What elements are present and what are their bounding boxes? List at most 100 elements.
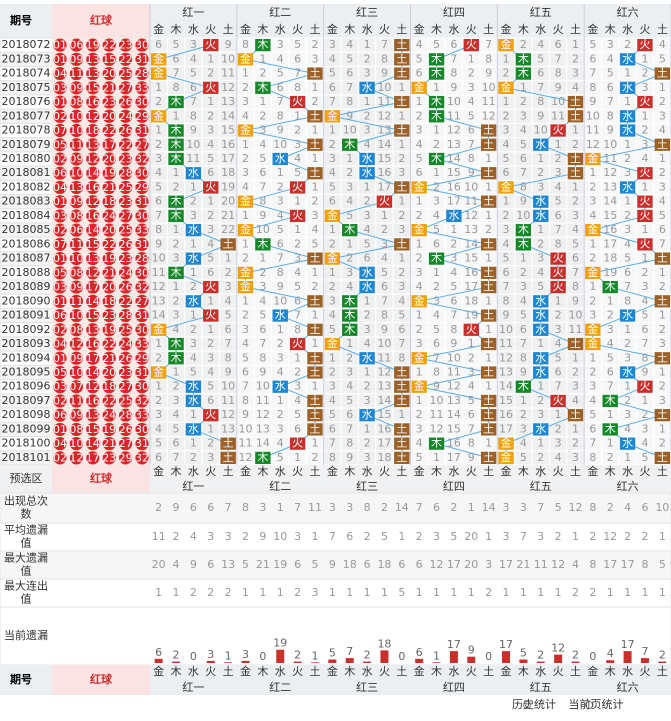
- hit-label: 火: [205, 309, 216, 322]
- omission: 1: [294, 223, 301, 236]
- omission: 2: [572, 195, 579, 208]
- omission: 4: [416, 138, 423, 151]
- omission: 3: [242, 323, 249, 336]
- red-ball-number: 13: [69, 181, 83, 194]
- element-label: 水: [535, 465, 546, 478]
- hit-label: 金: [501, 37, 512, 51]
- group-name: 红一: [182, 681, 204, 694]
- element-label: 水: [448, 665, 459, 678]
- stats-value: 8: [364, 501, 371, 514]
- hit-label: 水: [188, 223, 199, 236]
- omission: 2: [207, 67, 214, 80]
- omission: 4: [537, 266, 544, 279]
- red-ball-number: 19: [102, 167, 116, 180]
- omission: 3: [364, 323, 371, 336]
- omission-bar-label: 1: [433, 649, 440, 662]
- stats-value: 12: [568, 501, 582, 514]
- omission-bar-label: 2: [537, 649, 544, 662]
- element-label: 木: [518, 665, 529, 678]
- omission: 15: [464, 252, 478, 265]
- omission: 5: [381, 266, 388, 279]
- stats-value: 4: [190, 530, 197, 543]
- omission: 2: [641, 67, 648, 80]
- omission: 10: [516, 209, 530, 222]
- omission: 1: [659, 152, 666, 165]
- stats-value: 1: [450, 586, 457, 599]
- red-ball-number: 01: [53, 39, 67, 52]
- legend-label[interactable]: 当前页统计: [569, 697, 624, 711]
- element-label: 金: [240, 22, 251, 36]
- hit-label: 火: [205, 180, 216, 193]
- omission: 1: [624, 138, 631, 151]
- red-ball-number: 06: [53, 409, 67, 422]
- omission-bar: [502, 651, 511, 663]
- stats-value: 1: [398, 530, 405, 543]
- omission: 3: [641, 138, 648, 151]
- omission: 2: [173, 237, 180, 250]
- red-ball: [53, 81, 67, 95]
- omission: 1: [572, 180, 579, 193]
- omission: 2: [311, 195, 318, 208]
- red-ball-number: 15: [86, 238, 100, 251]
- element-label: 土: [223, 23, 234, 36]
- omission: 4: [346, 195, 353, 208]
- element-label: 火: [639, 465, 650, 478]
- red-ball-number: 11: [69, 67, 83, 80]
- omission: 8: [346, 95, 353, 108]
- omission: 9: [485, 67, 492, 80]
- stats-value: 2: [225, 586, 232, 599]
- hit-label: 火: [553, 252, 564, 265]
- omission: 12: [482, 109, 496, 122]
- stats-value: 1: [364, 586, 371, 599]
- omission-bar: [380, 650, 389, 663]
- red-ball-number: 04: [53, 437, 67, 450]
- stats-value: 3: [329, 501, 336, 514]
- omission: 8: [294, 323, 301, 336]
- omission: 5: [329, 180, 336, 193]
- omission: 1: [520, 394, 527, 407]
- omission: 1: [155, 124, 162, 137]
- omission: 2: [329, 237, 336, 250]
- omission: 1: [537, 380, 544, 393]
- omission: 2: [398, 209, 405, 222]
- hit-label: 火: [553, 394, 564, 407]
- omission: 1: [659, 81, 666, 94]
- hit-label: 火: [205, 38, 216, 51]
- stats-value: 9: [173, 501, 180, 514]
- omission: 2: [537, 237, 544, 250]
- red-ball-number: 02: [53, 394, 67, 407]
- omission: 6: [555, 209, 562, 222]
- red-ball-number: 18: [102, 195, 116, 208]
- omission-bar-label: 3: [242, 648, 249, 661]
- red-ball-number: 04: [53, 338, 67, 351]
- omission: 4: [311, 223, 318, 236]
- omission: 1: [659, 422, 666, 435]
- hit-label: 水: [622, 309, 633, 322]
- period: 2018098: [2, 408, 51, 421]
- legend-label[interactable]: 历史统计: [512, 698, 556, 711]
- omission: 4: [207, 365, 214, 378]
- hit-label: 水: [535, 195, 546, 208]
- omission: 8: [607, 109, 614, 122]
- omission: 3: [572, 67, 579, 80]
- omission: 1: [537, 337, 544, 350]
- omission-bar-label: 9: [468, 644, 475, 657]
- period: 2018072: [2, 38, 51, 51]
- omission-bar: [640, 658, 649, 663]
- hit-label: 木: [605, 394, 616, 407]
- stats-value: 18: [377, 558, 391, 571]
- stats-value: 1: [624, 586, 631, 599]
- omission: 10: [430, 394, 444, 407]
- hit-label: 土: [396, 95, 407, 108]
- stats-value: 20: [464, 558, 478, 571]
- omission: 3: [572, 380, 579, 393]
- hit-label: 金: [240, 194, 251, 208]
- omission: 1: [207, 323, 214, 336]
- element-label: 金: [414, 664, 425, 678]
- omission: 12: [499, 351, 513, 364]
- hit-label: 土: [396, 437, 407, 450]
- red-ball: [69, 95, 83, 109]
- omission: 7: [190, 95, 197, 108]
- omission: 10: [377, 81, 391, 94]
- omission: 3: [624, 223, 631, 236]
